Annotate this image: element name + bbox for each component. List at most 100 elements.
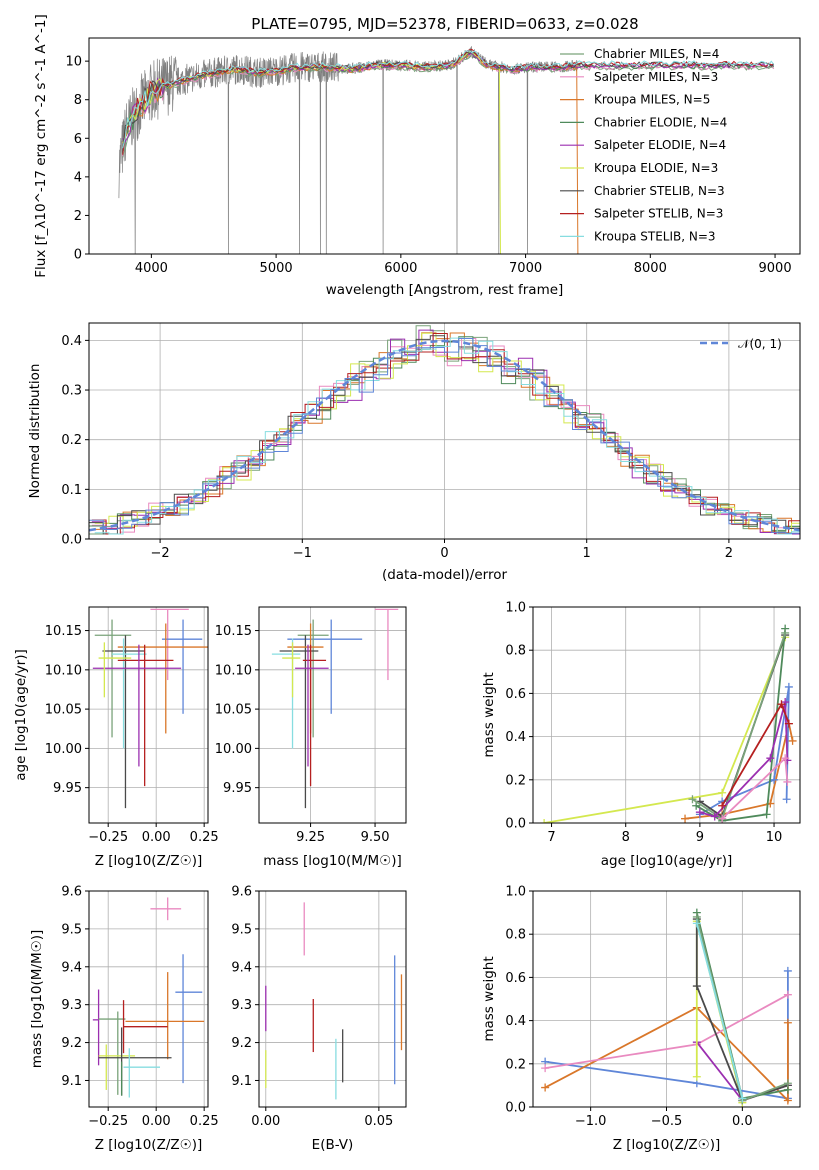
y-tick-label: 9.3 [231,998,252,1013]
axes-frame [88,890,209,1108]
histogram-series [89,336,800,531]
x-axis-label: E(B-V) [312,1137,354,1153]
panel-mass-vs-EBV: 0.00 0.05 9.1 9.2 9.3 9.4 9.5 9.6 E(B-V) [231,885,407,1153]
y-axis-label: mass weight [481,672,497,757]
y-tick-label: 9.6 [61,885,82,900]
y-tick-label: 10.15 [45,624,82,639]
panel-massweight-vs-age: 7 8 9 10 0.0 0.2 0.4 0.6 0.8 1.0 age [log10(age/yr… [481,601,801,869]
y-tick-label: 10.05 [215,703,252,718]
x-tick-label: −0.25 [88,1114,128,1129]
legend-entry: Kroupa STELIB, N=3 [594,229,716,243]
axes-frame [258,890,407,1108]
data-point [692,1072,701,1081]
y-tick-label: 9.1 [231,1074,252,1089]
y-tick-label: 0.0 [505,1101,526,1116]
y-tick-label: 0.6 [505,687,526,702]
x-tick-label: 6000 [384,261,417,276]
data-point [788,736,797,745]
y-tick-label: 10.10 [215,663,252,678]
y-tick-label: 1.0 [505,601,526,616]
y-tick-label: 10.05 [45,703,82,718]
legend-entry: 𝒩(0, 1) [738,337,782,351]
legend-entry: Salpeter STELIB, N=3 [594,207,723,221]
data-point [762,810,771,819]
x-tick-label: 0.00 [251,1114,280,1129]
x-tick-label: 8000 [634,261,667,276]
x-tick-label: 10 [766,830,783,845]
panel-massweight-vs-Z: −1.0 −0.5 0.0 0.0 0.2 0.4 0.6 0.8 1.0 Z [log10(Z/… [481,885,801,1153]
y-tick-label: 10.00 [215,742,252,757]
legend-entry: Kroupa MILES, N=5 [594,93,710,107]
data-point [777,700,786,709]
panels: 4000 5000 6000 7000 8000 90000246810wavelengt… [13,14,801,1154]
y-tick-label: 10.00 [45,742,82,757]
axes-frame [88,606,209,824]
x-tick-label: 9.50 [361,830,390,845]
data-point [541,1083,550,1092]
x-tick-label: −2 [151,546,170,561]
y-tick-label: 0.4 [61,334,82,349]
axes-frame [88,37,801,255]
histogram-series [89,338,800,534]
x-tick-label: 5000 [260,261,293,276]
data-point [718,801,727,810]
plot-area [92,608,208,809]
data-point [782,795,791,804]
x-tick-label: 9000 [759,261,792,276]
data-point [783,1018,792,1027]
y-axis-label: Normed distribution [27,364,43,499]
data-point [783,1079,792,1088]
mass-weight-line [544,1006,789,1103]
panel-age-vs-mass: 9.25 9.50 9.95 10.00 10.05 10.10 10.15 mass [lo… [215,606,407,869]
x-tick-label: 7 [547,830,555,845]
y-tick-label: 9.4 [231,960,252,975]
y-tick-label: 0 [74,248,82,263]
data-point [718,814,727,823]
y-tick-label: 9.4 [61,960,82,975]
y-tick-label: 9.5 [231,922,252,937]
histogram-series [91,338,800,535]
legend-entry: Chabrier STELIB, N=3 [594,184,725,198]
x-tick-label: 8 [622,830,630,845]
y-tick-label: 10.10 [45,663,82,678]
y-tick-label: 9.3 [61,998,82,1013]
y-tick-label: 0.4 [505,1014,526,1029]
y-tick-label: 0.8 [505,644,526,659]
plot-area [271,608,399,809]
legend-entry: Salpeter ELODIE, N=4 [594,138,726,152]
y-tick-label: 0.0 [505,817,526,832]
x-tick-label: 0.0 [732,1114,753,1129]
y-tick-label: 9.95 [53,781,82,796]
data-point [541,1064,550,1073]
data-point [681,814,690,823]
data-point [766,754,775,763]
y-axis-label: mass [log10(M/M☉)] [29,930,45,1069]
x-tick-label: 1 [583,546,591,561]
plot-area [540,624,797,823]
y-tick-label: 10.15 [215,624,252,639]
y-tick-label: 10 [65,55,82,70]
data-point [784,719,793,728]
y-tick-label: 9.95 [223,781,252,796]
panel-spectrum: 4000 5000 6000 7000 8000 9000 0 2 4 6 8 10 wavelengt… [33,14,801,298]
histogram-series [89,335,800,535]
data-point [783,966,792,975]
x-axis-label: Z [log10(Z/Z☉)] [613,1137,721,1153]
histogram-series [94,337,800,535]
plot-area [118,46,775,254]
y-tick-label: 4 [74,170,82,185]
plot-area [541,908,792,1107]
x-tick-label: −1.0 [575,1114,607,1129]
y-tick-label: 8 [74,93,82,108]
x-tick-label: 4000 [135,261,168,276]
data-point [783,990,792,999]
y-tick-label: 0.0 [61,533,82,548]
y-tick-label: 0.2 [505,1057,526,1072]
y-axis-label: mass weight [481,956,497,1041]
y-tick-label: 0.1 [61,483,82,498]
data-point [783,1096,792,1105]
panel-mass-vs-Z: −0.25 0.00 0.25 9.1 9.2 9.3 9.4 9.5 9.6 Z [log10(… [29,885,219,1154]
y-tick-label: 0.4 [505,730,526,745]
panel-age-vs-Z: −0.25 0.00 0.25 9.95 10.00 10.05 10.10 10.15 Z [… [13,606,219,869]
